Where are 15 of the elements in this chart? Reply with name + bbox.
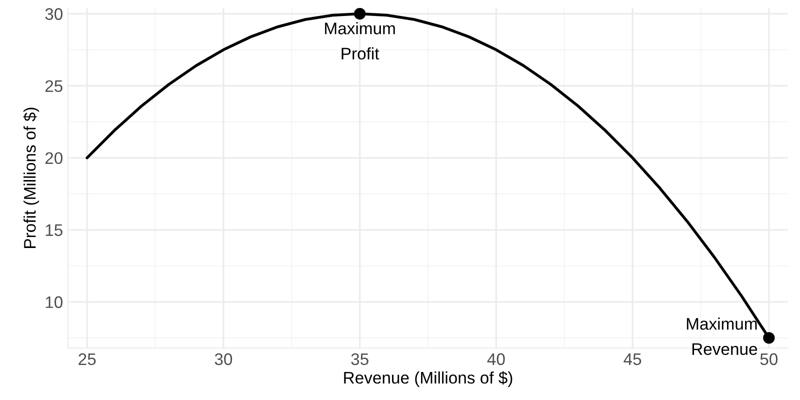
- x-tick-label: 30: [214, 353, 232, 366]
- x-tick-label: 45: [624, 353, 642, 366]
- y-tick-label: 25: [45, 80, 62, 92]
- x-tick-label: 50: [760, 353, 778, 366]
- x-tick-label: 40: [487, 353, 505, 366]
- y-tick-label: 30: [45, 8, 62, 20]
- x-tick-label: 25: [78, 353, 96, 366]
- y-axis-title: Profit (Millions of $): [23, 108, 40, 248]
- annotation: Maximum Revenue: [686, 318, 758, 355]
- y-tick-label: 10: [46, 296, 62, 308]
- annotation: Maximum Profit: [325, 22, 395, 60]
- x-tick-label: 35: [351, 353, 368, 366]
- y-tick-label: 15: [46, 224, 62, 236]
- y-tick-label: 20: [45, 152, 62, 164]
- x-axis-title: Revenue (Millions of $): [344, 371, 512, 387]
